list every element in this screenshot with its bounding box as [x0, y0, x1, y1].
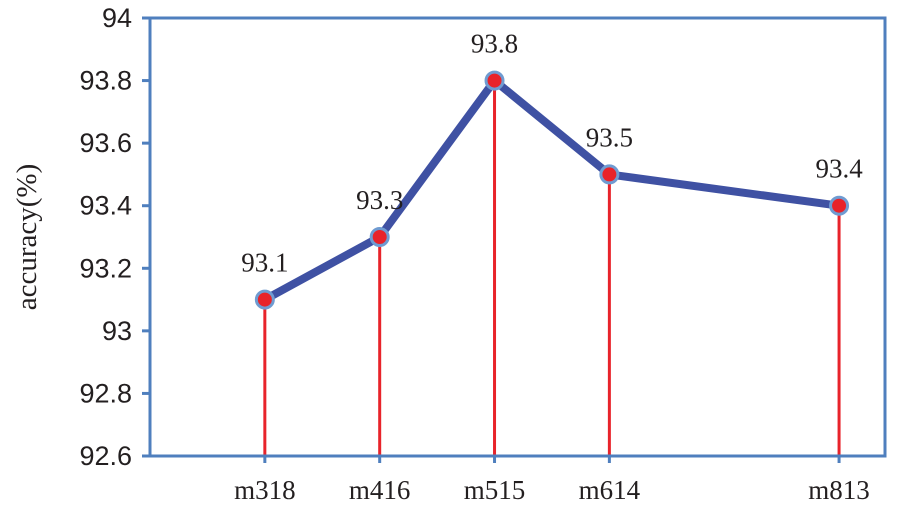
- y-tick-label: 93.2: [79, 253, 132, 283]
- plot-frame: [148, 16, 887, 458]
- data-point: [484, 70, 505, 91]
- x-tick-label: m614: [579, 475, 641, 505]
- data-point: [369, 227, 390, 247]
- drop-lines: [263, 80, 841, 456]
- data-label: 93.5: [586, 122, 633, 152]
- y-tick-label: 93.8: [79, 66, 132, 96]
- y-tick-label: 93.4: [79, 191, 132, 221]
- x-axis: m318 m416 m515 m614 m813: [234, 456, 870, 505]
- x-tick-label: m416: [349, 475, 411, 505]
- data-point: [254, 289, 275, 310]
- y-tick-label: 93.6: [79, 128, 132, 158]
- data-label: 93.8: [471, 29, 518, 59]
- y-tick-label: 94: [102, 3, 132, 33]
- data-label: 93.1: [241, 248, 288, 278]
- series-line: [260, 76, 844, 304]
- data-points: [254, 70, 850, 310]
- data-label: 93.3: [356, 185, 403, 215]
- y-tick-label: 93: [102, 316, 132, 346]
- data-point: [599, 164, 620, 185]
- data-label: 93.4: [815, 154, 863, 184]
- series-line-path: [260, 76, 844, 304]
- x-tick-label: m515: [464, 475, 526, 505]
- y-axis: 92.6 92.8 93 93.2 93.4 93.6 93.8 94: [79, 3, 150, 471]
- y-tick-label: 92.6: [79, 441, 132, 471]
- y-axis-label: accuracy(%): [11, 164, 43, 311]
- data-labels: 93.1 93.3 93.8 93.5 93.4: [241, 29, 863, 278]
- y-tick-label: 92.8: [79, 378, 132, 408]
- x-tick-label: m318: [234, 475, 296, 505]
- data-point: [829, 195, 850, 216]
- x-tick-label: m813: [808, 475, 870, 505]
